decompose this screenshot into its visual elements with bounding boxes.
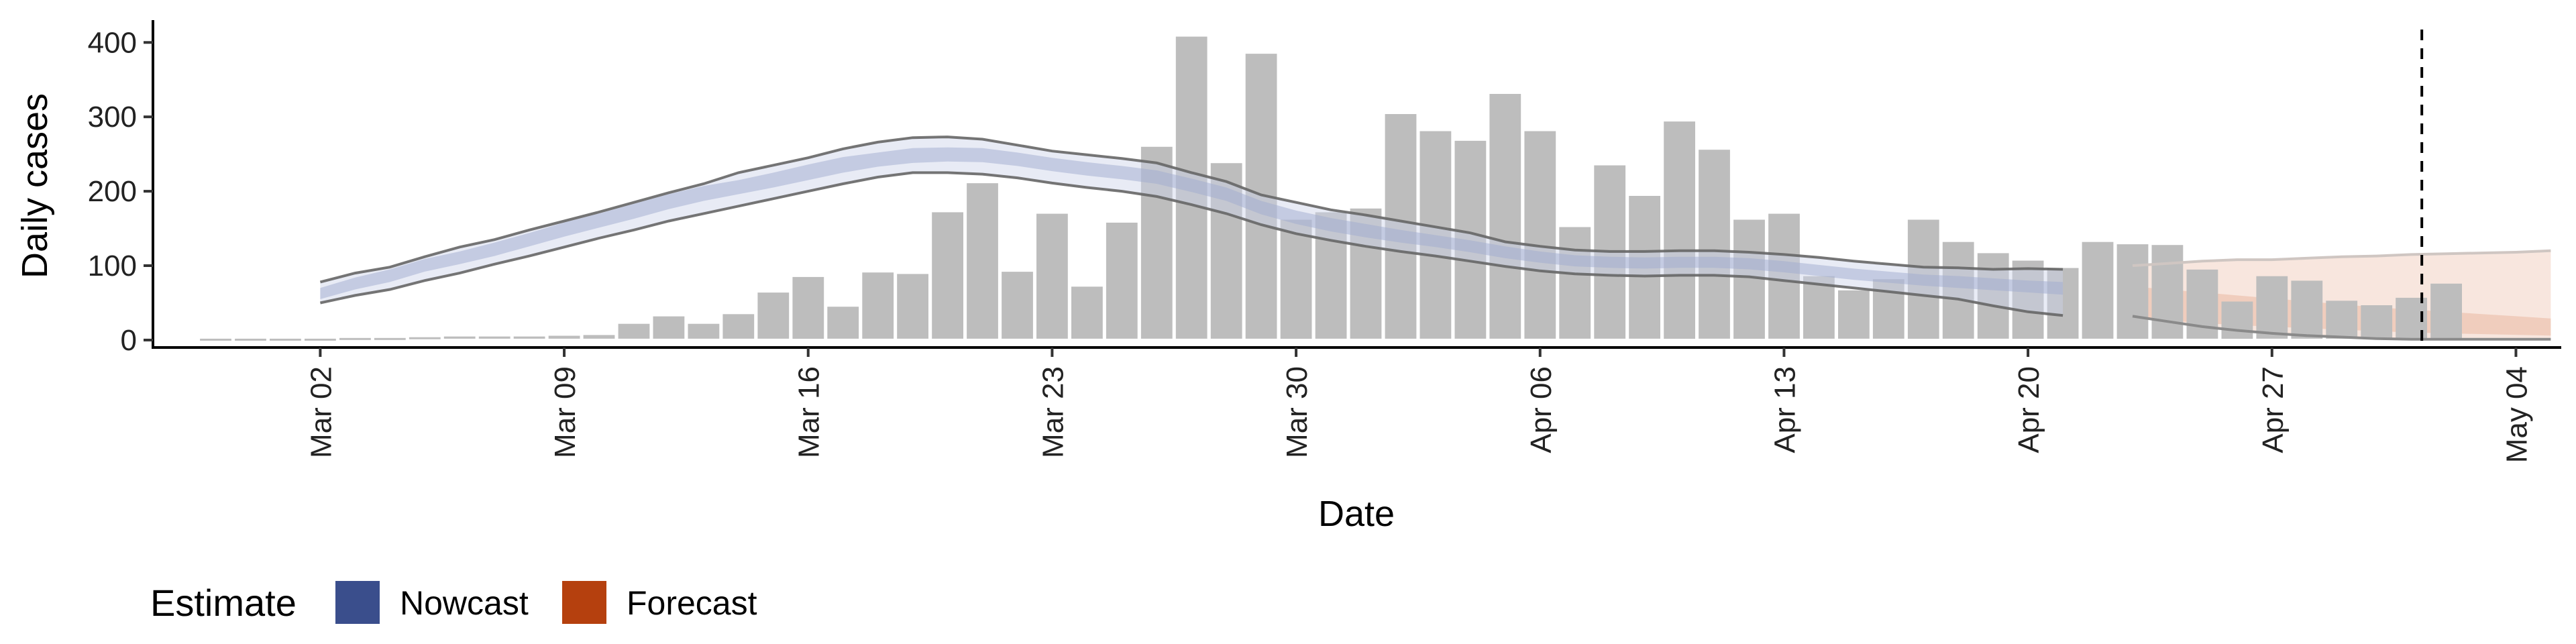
bar <box>1768 213 1800 339</box>
legend-title: Estimate <box>150 582 297 624</box>
x-tick-label: Mar 09 <box>549 366 582 458</box>
x-tick-label: Apr 13 <box>1768 366 1801 453</box>
bar <box>1872 279 1904 339</box>
x-axis-title: Date <box>1318 494 1395 534</box>
x-tick-label: Mar 30 <box>1281 366 1313 458</box>
nowcast-lower-line <box>319 171 2063 317</box>
y-axis-ticks: 0 100 200 300 400 <box>88 26 153 357</box>
bar <box>305 338 336 341</box>
legend: Estimate Nowcast Forecast <box>150 581 757 624</box>
y-axis-title: Daily cases <box>15 93 55 278</box>
bar <box>757 292 790 339</box>
bar <box>1664 121 1695 339</box>
bar <box>2047 268 2079 339</box>
forecast-upper-line <box>2132 249 2551 267</box>
x-tick-label: Mar 02 <box>305 366 337 458</box>
bar <box>1559 227 1591 339</box>
forecast-lower-line <box>2132 315 2551 341</box>
interval-bound-lines <box>319 136 2551 341</box>
bar <box>513 336 545 339</box>
y-tick-label: 300 <box>88 101 137 133</box>
bar <box>1489 94 1521 339</box>
nowcast-upper-line <box>319 136 2063 284</box>
bar <box>2326 301 2358 339</box>
bar <box>1036 213 1068 339</box>
bar <box>2361 305 2393 339</box>
bar <box>2012 260 2044 339</box>
y-tick-label: 100 <box>88 250 137 282</box>
x-tick-label: May 04 <box>2500 366 2533 463</box>
bar <box>1280 219 1312 339</box>
bar <box>2291 280 2323 339</box>
bar <box>1106 222 1138 339</box>
bar <box>235 338 266 341</box>
bar <box>1002 272 1033 339</box>
bar <box>200 338 231 341</box>
bar <box>583 335 615 339</box>
bar <box>792 276 824 339</box>
x-tick-label: Apr 27 <box>2257 366 2290 453</box>
bar <box>1524 131 1556 339</box>
bar <box>339 337 371 340</box>
bar <box>478 336 511 339</box>
bar <box>967 183 998 339</box>
plot-panel <box>200 30 2551 347</box>
y-tick-label: 400 <box>88 26 137 59</box>
bar <box>409 337 441 339</box>
legend-label-nowcast: Nowcast <box>400 584 529 622</box>
bar <box>374 337 406 340</box>
bar <box>1071 286 1103 339</box>
bar <box>827 307 859 339</box>
legend-swatch-forecast <box>562 581 606 624</box>
nowcast-inner-band <box>320 147 2063 299</box>
bar <box>1942 241 1974 339</box>
bar <box>618 323 650 339</box>
bar <box>862 272 894 339</box>
bar-series <box>200 36 2462 341</box>
bar <box>443 336 476 339</box>
x-axis-ticks: Mar 02 Mar 09 Mar 16 Mar 23 Mar 30 Apr 06 Apr … <box>305 347 2533 463</box>
bar <box>2151 245 2184 339</box>
x-tick-label: Apr 06 <box>1525 366 1558 453</box>
bar <box>2256 276 2288 339</box>
bar <box>2082 241 2114 339</box>
bar <box>2430 283 2462 339</box>
bar <box>653 316 685 339</box>
bar <box>932 212 963 339</box>
bar <box>722 314 755 339</box>
bar <box>897 274 928 339</box>
y-tick-label: 0 <box>121 324 137 357</box>
bar <box>2116 244 2149 339</box>
nowcast-bands <box>320 137 2063 316</box>
x-tick-label: Mar 16 <box>793 366 826 458</box>
bar <box>2221 301 2253 339</box>
legend-swatch-nowcast <box>335 581 380 624</box>
bar <box>1699 150 1730 339</box>
bar <box>1385 114 1417 339</box>
x-tick-label: Apr 20 <box>2012 366 2045 453</box>
x-tick-label: Mar 23 <box>1036 366 1069 458</box>
bar <box>688 323 720 339</box>
y-tick-label: 200 <box>88 175 137 208</box>
bar <box>1838 290 1870 339</box>
legend-label-forecast: Forecast <box>627 584 757 622</box>
bar <box>270 338 301 341</box>
bar <box>548 335 580 339</box>
bar <box>1315 212 1347 339</box>
bar <box>1977 253 2009 339</box>
